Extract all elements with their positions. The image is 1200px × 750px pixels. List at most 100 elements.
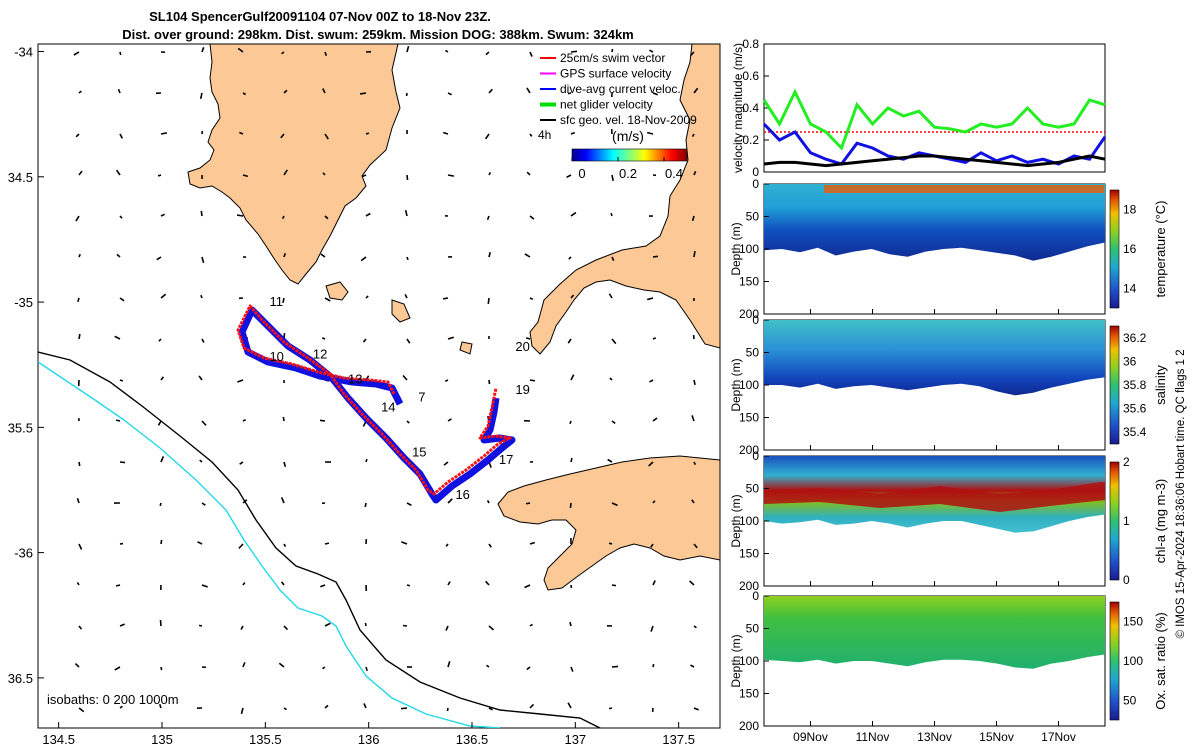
current-vector-arrow <box>116 253 121 258</box>
day-label: 11 <box>269 294 283 309</box>
temperature-colorbar-tick-label: 14 <box>1123 281 1137 295</box>
current-vector-arrow <box>693 625 697 629</box>
current-vector-arrow <box>365 132 370 135</box>
current-vector-arrow <box>158 703 162 709</box>
current-vector-arrow <box>321 337 326 340</box>
current-vector-arrow <box>236 214 244 217</box>
current-vector-arrow <box>242 499 248 504</box>
current-vector-arrow <box>240 625 244 630</box>
current-vector-arrow <box>693 461 697 466</box>
time-xtick-label: 11Nov <box>856 730 890 744</box>
chla-colorbar-label: chl-a (mg m-3) <box>1153 479 1168 564</box>
current-vector-arrow <box>652 417 658 422</box>
depth-ytick-label: 100 <box>739 514 759 528</box>
current-vector-arrow <box>690 664 695 668</box>
current-vector-arrow <box>237 379 244 383</box>
depth-ylabel: Depth (m) <box>729 358 743 411</box>
map-colorbar <box>571 148 688 162</box>
current-vector-arrow <box>282 416 285 422</box>
current-vector-arrow <box>488 171 492 176</box>
current-vector-arrow <box>447 174 455 177</box>
day-label: 7 <box>418 389 425 404</box>
current-vector-arrow <box>691 499 695 504</box>
current-vector-arrow <box>693 543 698 549</box>
current-vector-arrow <box>160 539 163 545</box>
chla-section-panel: 0 50 100 150 200 Depth (m) 0 1 2 chl-a (mg m-3) <box>729 449 1168 593</box>
current-vector-arrow <box>402 374 408 381</box>
current-vector-arrow <box>159 502 162 507</box>
map-colorbar-tick-label: 0 <box>578 166 585 181</box>
chla-colorbar-tick-label: 2 <box>1123 455 1130 469</box>
day-label: 15 <box>412 444 426 459</box>
current-vector-arrow <box>524 253 531 258</box>
velocity-ytick-label: 0.2 <box>742 133 759 147</box>
map-xtick-label: 136 <box>358 732 380 747</box>
current-vector-arrow <box>320 584 326 588</box>
current-vector-arrow <box>447 92 452 96</box>
title-line-2: Dist. over ground: 298km. Dist. swum: 25… <box>122 27 634 42</box>
velocity-ytick-label: 0.4 <box>742 101 759 115</box>
current-vector-arrow <box>404 294 408 299</box>
current-vector-arrow <box>445 49 449 53</box>
current-vector-arrow <box>283 169 288 176</box>
current-vector-arrow <box>78 253 81 258</box>
depth-ytick-label: 100 <box>739 242 759 256</box>
current-vector-arrow <box>447 661 451 668</box>
current-vector-arrow <box>567 702 572 709</box>
current-vector-arrow <box>570 211 577 217</box>
isobath-200m <box>38 361 501 728</box>
current-vector-arrow <box>406 584 411 587</box>
current-vector-arrow <box>611 502 618 507</box>
depth-ytick-label: 200 <box>739 579 759 593</box>
title-line-1: SL104 SpencerGulf20091104 07-Nov 00Z to … <box>149 9 491 24</box>
current-vector-arrow <box>114 666 121 671</box>
current-vector-arrow <box>160 456 165 463</box>
salinity-section-data <box>764 320 1105 396</box>
current-vector-arrow <box>364 622 367 627</box>
current-vector-arrow <box>611 665 619 668</box>
track-day-labels: 7 10 11 12 13 14 15 16 17 19 20 <box>269 294 529 502</box>
map-colorbar-ticks: 0 0.2 0.4 <box>571 157 683 181</box>
temperature-section-data <box>764 184 1105 261</box>
current-vector-arrow <box>239 131 244 135</box>
map-ytick-label: 34.5 <box>8 170 33 185</box>
depth-ylabel: Depth (m) <box>729 222 743 275</box>
map-xtick-label: 135 <box>151 732 173 747</box>
depth-ytick-label: 50 <box>746 622 760 636</box>
current-vector-arrow <box>280 133 285 139</box>
current-vector-arrow <box>652 337 657 340</box>
current-vector-arrow <box>529 703 535 709</box>
current-vector-arrow <box>486 499 490 504</box>
current-vector-arrow <box>689 51 695 57</box>
current-vector-arrow <box>283 543 287 547</box>
current-vector-arrow <box>242 174 249 178</box>
current-vector-arrow <box>160 376 165 381</box>
map-legend: 25cm/s swim vector GPS surface velocitydi… <box>538 51 697 181</box>
velocity-axes-box <box>763 43 1106 173</box>
current-vector-arrow <box>568 256 572 260</box>
map-axes: 134.5 135 135.5 136 136.5 137 137.5-3434.5-353… <box>8 45 695 747</box>
current-vector-arrow <box>693 707 699 711</box>
current-vector-arrow <box>529 623 533 627</box>
current-vector-arrow <box>569 420 572 425</box>
map-ytick-label: -35 <box>14 295 33 310</box>
velocity-series-line <box>762 88 1106 151</box>
current-vector-arrow <box>365 375 370 381</box>
map-ytick-label: -34 <box>14 45 33 60</box>
current-vector-arrow <box>570 457 573 463</box>
current-vector-arrow <box>446 707 449 712</box>
current-vector-arrow <box>200 294 203 299</box>
velocity-ytick-label: 0.8 <box>742 37 759 51</box>
time-xtick-label: 09Nov <box>793 730 828 744</box>
current-vector-arrow <box>239 461 244 465</box>
current-vector-arrow <box>242 92 246 96</box>
current-vector-arrow <box>484 133 490 140</box>
map-ytick-label: 36.5 <box>8 671 33 686</box>
current-vector-arrow <box>529 297 534 300</box>
legend-entry: net glider velocity <box>560 98 653 112</box>
current-vector-arrow <box>201 502 206 506</box>
depth-ytick-label: 150 <box>739 687 759 701</box>
depth-ytick-label: 150 <box>739 275 759 289</box>
